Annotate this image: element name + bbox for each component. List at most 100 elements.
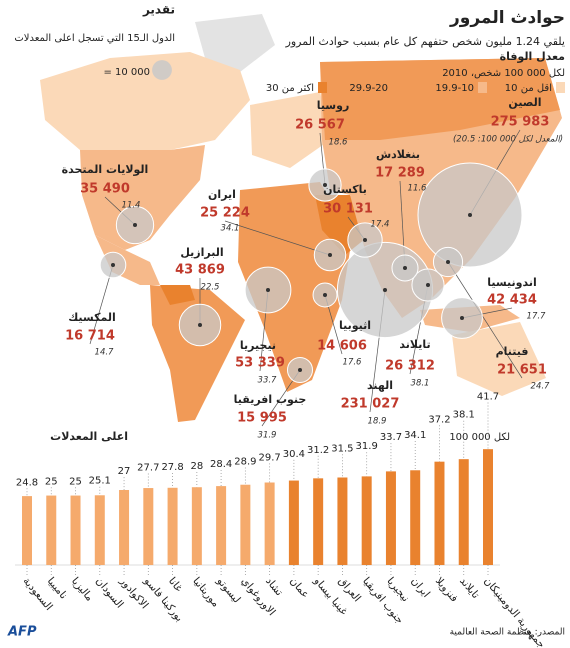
bar [313,478,324,565]
value-label: 27 [118,466,131,477]
value-label: 24.8 [16,477,38,488]
country-name: الولايات المتحدة [62,163,149,176]
death-count: 35 490 [80,182,130,197]
bar [337,477,348,565]
rate-label: 11.4 [122,201,141,211]
bar [22,496,32,565]
legend-label: 29.9-20 [349,83,388,94]
south-america [150,285,245,422]
subtitle: يلقي 1.24 مليون شخص حتفهم كل عام بسبب حو… [285,35,565,48]
bubble-dot [133,223,137,227]
bar [240,484,251,565]
rate-label: 17.6 [343,358,363,368]
bubble-dot [363,238,367,242]
country-name: باكستان [323,183,367,196]
bubble-dot [198,323,202,327]
bar [483,449,493,565]
legend-swatch [392,82,401,93]
rate-label: 18.9 [368,417,387,427]
europe [250,92,330,168]
bubble-dot [298,368,302,372]
death-count: 16 714 [65,329,115,344]
legend-title: معدل الوفاة [500,50,565,63]
death-count: 43 869 [175,263,225,278]
rate-label: 38.1 [411,379,430,389]
bar [94,495,105,565]
category-label: فنزويلا [433,575,460,604]
bar-chart-title: اعلى المعدلات [50,430,128,443]
bar [167,487,178,565]
bubble-dot [323,183,327,187]
bar [458,459,469,565]
value-label: 25 [45,476,58,487]
canada [40,52,250,150]
country-name: الصين [508,96,541,109]
death-count: 42 434 [487,293,537,308]
death-count: 15 995 [237,411,287,426]
central-america [95,235,160,285]
source: المصدر: منظمة الصحة العالمية [450,628,565,638]
death-count: 14 606 [317,339,367,354]
country-name: روسيا [317,99,350,112]
value-label: 28.4 [210,459,232,470]
legend-subtitle: لكل 100 000 شخص، 2010 [442,68,565,79]
estimate-scale-label: = 10 000 [103,67,150,78]
bubble-dot [403,266,407,270]
legend-label: 19.9-10 [435,83,474,94]
country-name: نيجيريا [240,339,276,352]
country-name: اندونيسيا [487,276,537,289]
bubble-dot [460,316,464,320]
leader-line [224,220,331,256]
country-name: المكسيك [68,311,116,324]
rate-label: 18.6 [329,138,349,148]
death-count: 17 289 [375,166,425,181]
rate-label: 22.5 [201,283,220,293]
legend-label: اكثر من 30 [266,83,314,94]
category-label: تايلاند [457,575,482,601]
country-name: بنغلادش [376,148,420,161]
bubble-dot [383,288,387,292]
leader-line [447,261,523,379]
bubble-dot [426,283,430,287]
value-label: 31.2 [307,445,329,456]
bar [143,488,154,565]
bar [361,476,372,565]
unit-label: لكل 100 000 [449,432,510,443]
value-label: 28 [190,461,203,472]
bar [119,490,130,565]
bubble-dot [328,253,332,257]
category-label: تشاد [263,575,285,598]
bubble-dot [323,293,327,297]
rate-label: 34.1 [221,224,240,234]
title: حوادث المرور [449,8,565,28]
australia [452,322,546,396]
bubble-dot [468,213,472,217]
rate-label: 24.7 [531,382,551,392]
value-label: 38.1 [453,410,475,421]
country-name: فيتنام [496,345,529,358]
death-count: 25 224 [200,206,250,221]
value-label: 30.4 [283,449,305,460]
value-label: 33.7 [380,432,402,443]
legend-swatch [318,82,327,93]
death-count: 21 651 [497,363,547,378]
death-count: 231 027 [341,397,400,412]
country-name: اثيوبيا [339,319,371,332]
rate-label: 31.9 [258,431,277,441]
bar [216,486,227,565]
death-count: 275 983 [491,115,550,130]
venezuela [160,285,195,305]
category-label: غانا [166,575,185,594]
country-name: جنوب افريقيا [234,393,307,406]
country-name: البرازيل [180,246,223,259]
bar [264,482,275,565]
bar [410,470,421,565]
estimate-title: تقدير [142,3,175,17]
bar [46,495,57,565]
bar [434,461,445,565]
estimate-text: الدول الـ15 التي تسجل اعلى المعدلات [14,33,175,44]
value-label: 25 [69,476,82,487]
russia [320,58,560,140]
